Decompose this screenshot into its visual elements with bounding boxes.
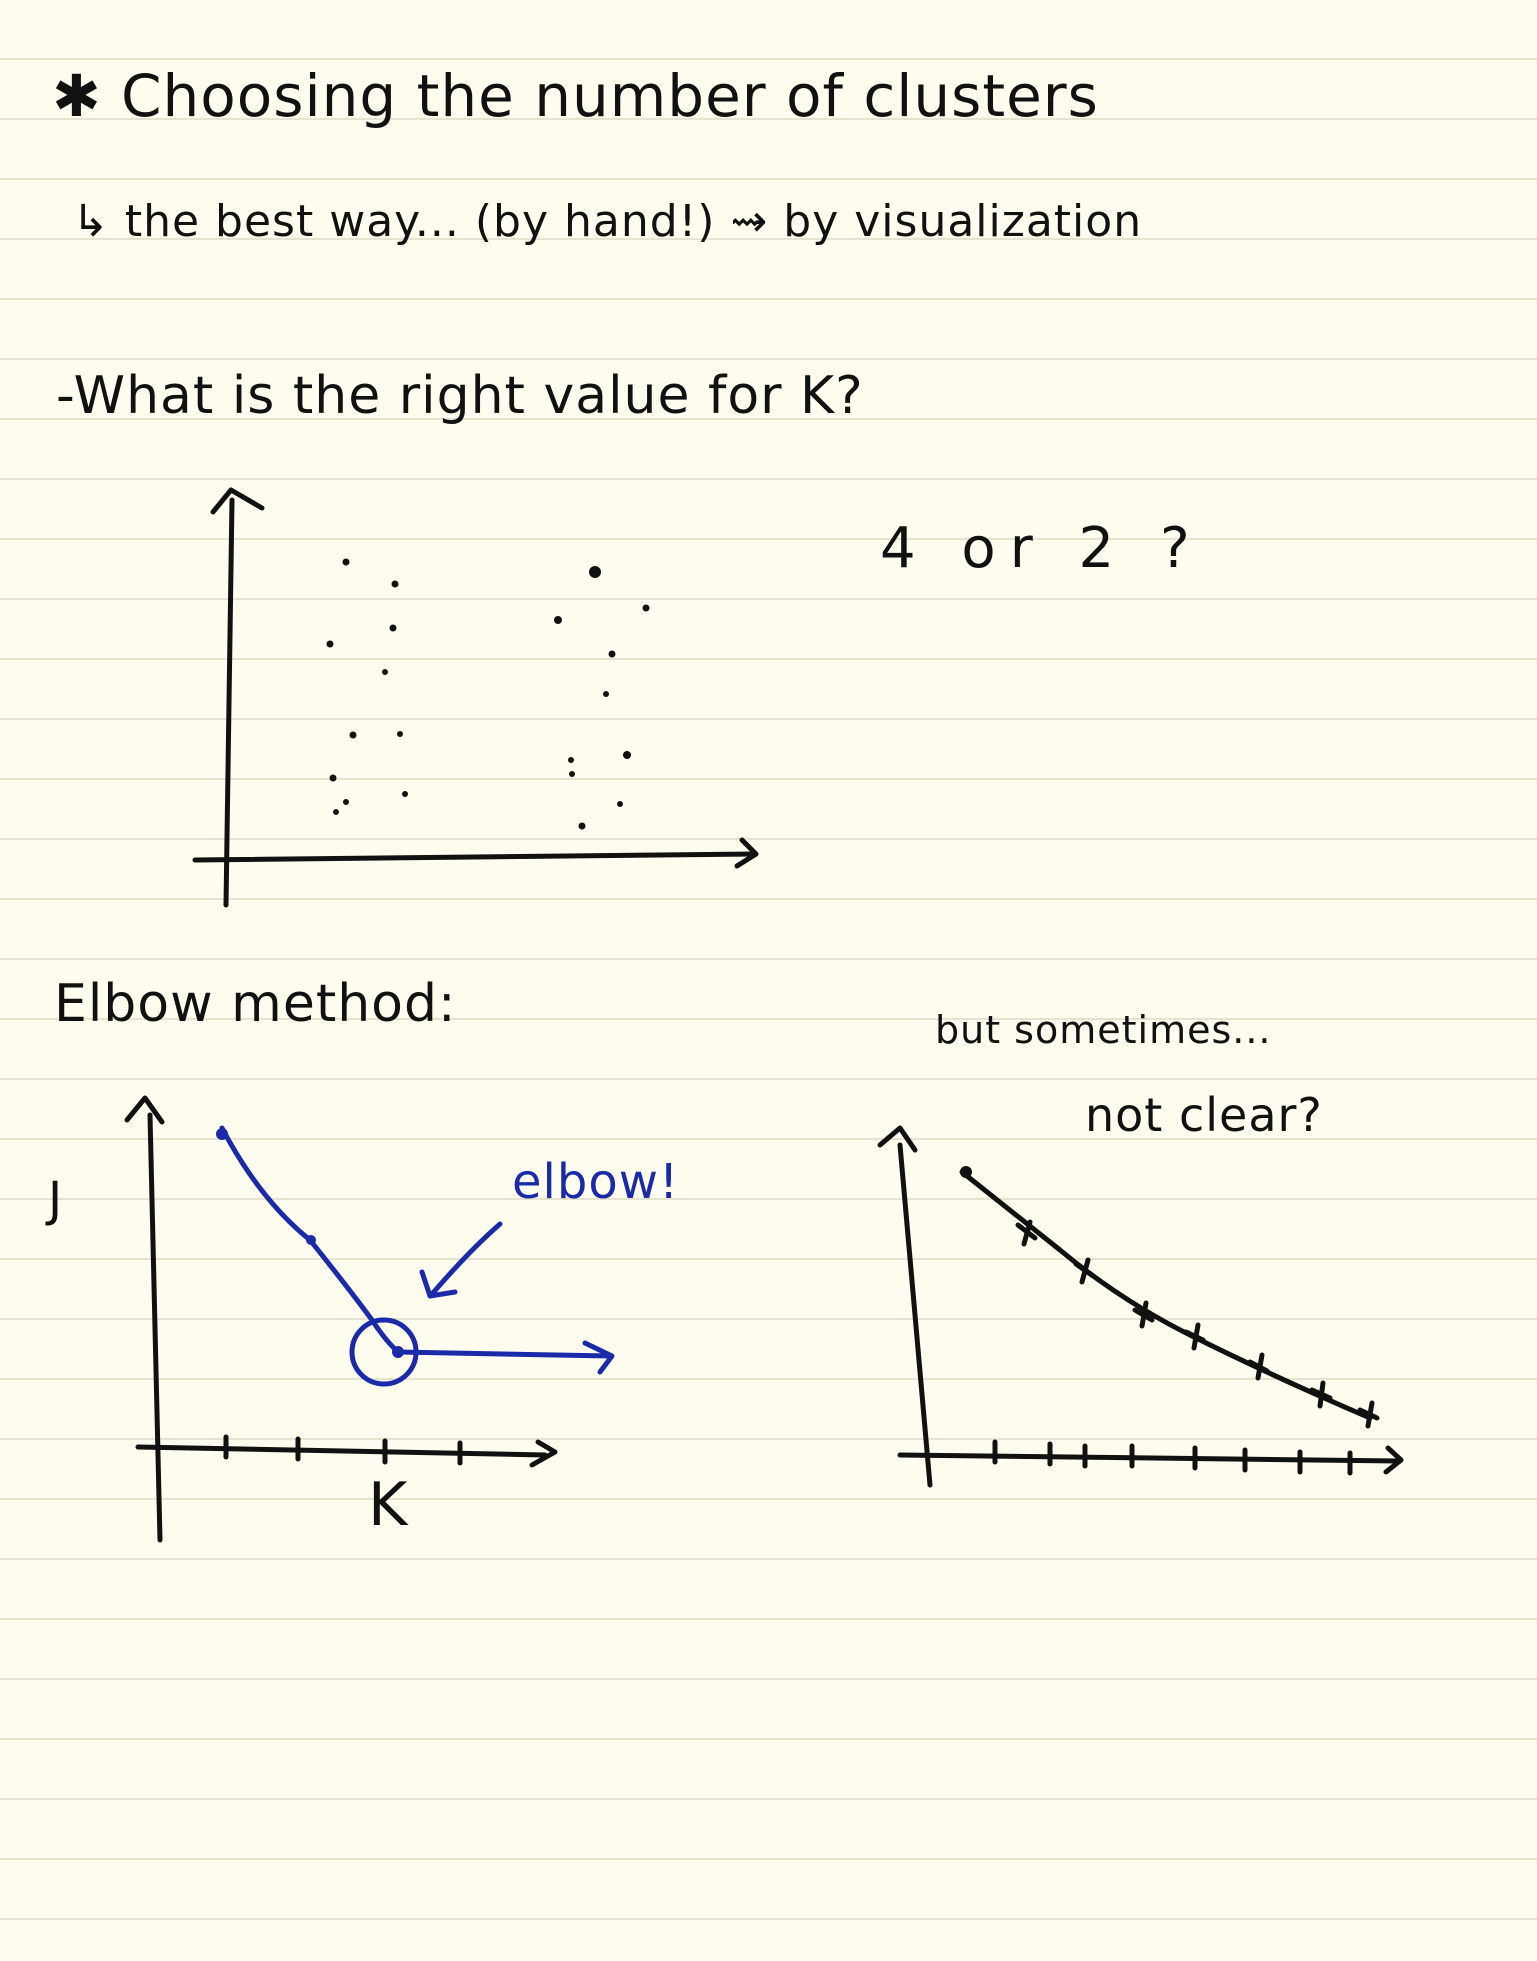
x-axis-label-k: K <box>368 1470 409 1540</box>
scatter-y-axis <box>223 497 235 908</box>
elbow-x-arrow <box>529 1439 558 1468</box>
elbow-y-axis <box>147 1112 163 1543</box>
question-text: -What is the right value for K? <box>56 366 864 426</box>
scatter-x-axis <box>192 851 758 863</box>
scatter-x-arrow <box>734 837 759 869</box>
y-axis-label-j: J <box>48 1172 64 1228</box>
elbow-annotation: elbow! <box>512 1154 680 1210</box>
scatter-y-arrow <box>210 487 265 515</box>
elbow-y-arrow <box>124 1095 165 1125</box>
unclear-x-arrow <box>1383 1445 1404 1475</box>
but-sometimes-text: but sometimes... <box>935 1008 1272 1052</box>
elbow-x-axis <box>135 1444 548 1458</box>
unclear-y-arrow <box>877 1125 918 1153</box>
unclear-y-axis <box>897 1142 933 1488</box>
elbow-plateau <box>395 1349 613 1359</box>
page-title: ✱ Choosing the number of clusters <box>52 62 1099 130</box>
unclear-x-axis <box>897 1452 1403 1464</box>
elbow-method-heading: Elbow method: <box>54 974 457 1034</box>
k-options-text: 4 or 2 ? <box>880 516 1204 581</box>
elbow-curve <box>219 1125 401 1355</box>
elbow-circle <box>349 1317 419 1387</box>
scatter-points <box>326 558 650 830</box>
not-clear-text: not clear? <box>1085 1088 1323 1142</box>
unclear-curve <box>959 1169 1373 1421</box>
elbow-arrow <box>429 1221 503 1297</box>
subheading: ↳ the best way... (by hand!) ⇝ by visual… <box>72 196 1143 247</box>
